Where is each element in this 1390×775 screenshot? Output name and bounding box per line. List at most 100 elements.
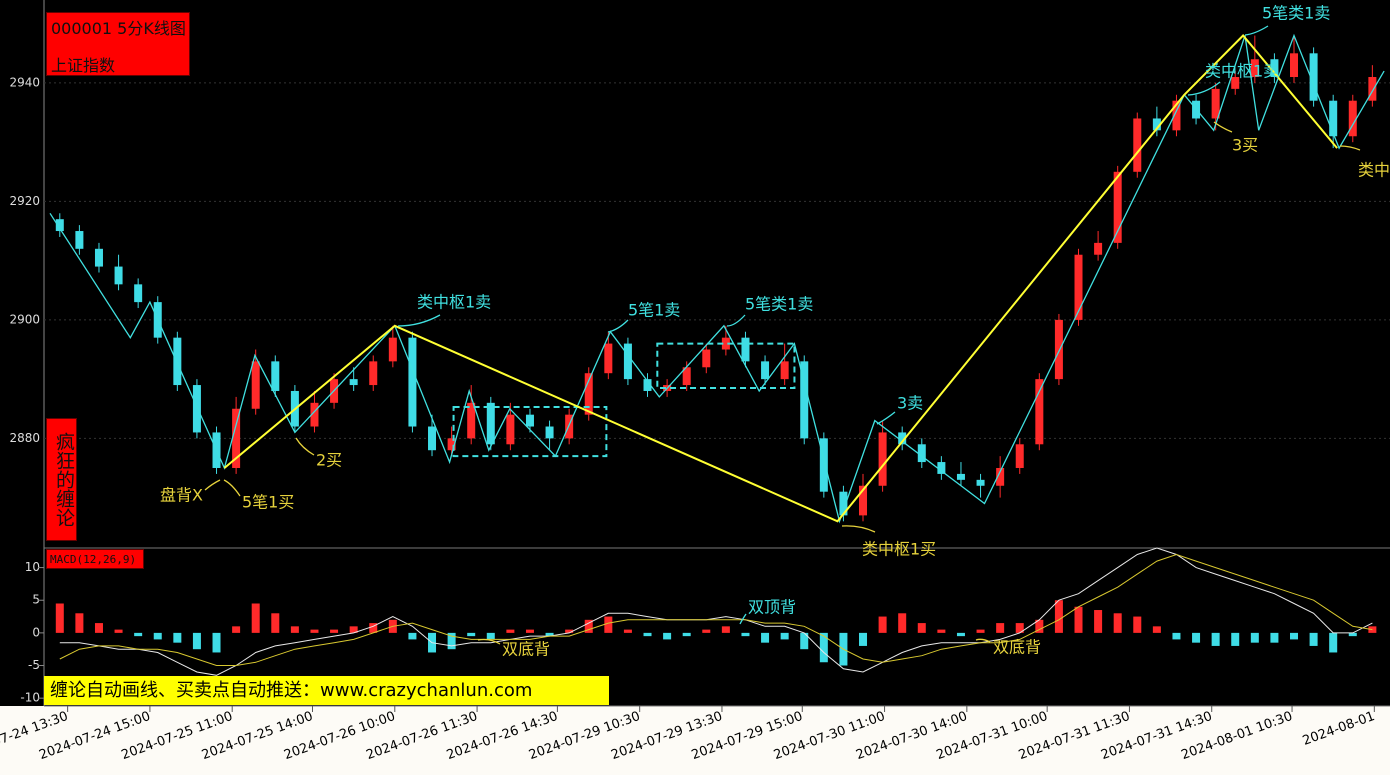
annotation: 双底背 <box>993 638 1041 657</box>
macd-bar <box>94 623 103 633</box>
macd-bar <box>369 623 378 633</box>
candle-body <box>1113 171 1122 243</box>
annotation: 类中枢1买 <box>862 540 936 559</box>
candle-body <box>702 349 711 368</box>
macd-bar <box>545 632 554 637</box>
candle-body <box>956 473 965 480</box>
candle-body <box>467 402 476 439</box>
candle-body <box>1348 100 1357 137</box>
macd-bar <box>1172 632 1181 640</box>
macd-bar <box>447 632 456 650</box>
candle-body <box>780 361 789 380</box>
annotation: 3买 <box>1232 136 1258 155</box>
macd-bar <box>310 629 319 633</box>
chart-subtitle: 上证指数 <box>51 56 116 75</box>
annotation-arrow <box>295 437 315 456</box>
macd-bar <box>1133 616 1142 633</box>
candle-body <box>1290 53 1299 78</box>
annotation-arrow <box>876 411 896 425</box>
macd-bar <box>114 629 123 633</box>
candle-body <box>584 373 593 415</box>
macd-bar <box>212 632 221 653</box>
candle-body <box>369 361 378 386</box>
annotation-arrow <box>1244 25 1269 36</box>
candle-body <box>604 343 613 374</box>
candle-body <box>839 491 848 516</box>
chart-title: 000001 5分K线图 <box>51 19 186 38</box>
annotation-arrow <box>477 638 501 645</box>
annotation: 类中枢1卖 <box>1205 62 1279 81</box>
macd-bar <box>232 626 241 633</box>
candle-body <box>1035 379 1044 445</box>
annotation: 2买 <box>316 451 342 470</box>
macd-bar <box>1309 632 1318 646</box>
macd-bar <box>192 632 201 650</box>
annotation-arrow <box>739 613 747 625</box>
annotation: 5笔类1卖 <box>745 295 813 314</box>
candle-body <box>1152 118 1161 131</box>
macd-bar <box>153 632 162 640</box>
annotation-arrow <box>1187 81 1221 96</box>
candle-body <box>486 402 495 445</box>
macd-bar <box>584 619 593 633</box>
y-tick-label: -10 <box>20 691 40 705</box>
candle-body <box>349 379 358 386</box>
y-tick-label: 2900 <box>9 312 40 326</box>
macd-bar <box>1113 613 1122 633</box>
macd-bar <box>761 632 770 643</box>
candle-body <box>114 266 123 285</box>
candle-body <box>1015 444 1024 468</box>
candle-body <box>192 385 201 433</box>
candle-body <box>1309 53 1318 101</box>
candle-body <box>976 479 985 486</box>
macd-bar <box>134 632 143 637</box>
macd-bar <box>721 626 730 633</box>
macd-bar <box>408 632 417 640</box>
macd-bar <box>780 632 789 640</box>
macd-line <box>59 553 1373 666</box>
macd-bar <box>623 629 632 633</box>
candle-body <box>1054 319 1063 380</box>
macd-bar <box>1054 600 1063 633</box>
macd-bar <box>1270 632 1279 643</box>
macd-bar <box>976 629 985 633</box>
candle-body <box>937 462 946 474</box>
annotation: 双底背 <box>502 640 550 659</box>
candle-body <box>819 438 828 492</box>
candle-body <box>800 361 809 439</box>
macd-bar <box>859 632 868 646</box>
macd-bar <box>173 632 182 643</box>
candle-body <box>232 408 241 468</box>
macd-bar <box>956 632 965 637</box>
macd-bar <box>1152 626 1161 633</box>
macd-bar <box>937 629 946 633</box>
macd-bar <box>1074 606 1083 633</box>
candle-body <box>859 485 868 516</box>
candle-body <box>1094 242 1103 255</box>
macd-bar <box>996 623 1005 633</box>
macd-bar <box>1211 632 1220 646</box>
macd-bar <box>682 632 691 637</box>
macd-bar <box>878 616 887 633</box>
candle-body <box>643 379 652 391</box>
candle-body <box>721 337 730 350</box>
candle-body <box>1368 77 1377 101</box>
y-tick-label: 5 <box>32 593 40 607</box>
annotation: 盘背X <box>160 486 203 505</box>
annotation: 类中枢1卖 <box>417 293 491 312</box>
macd-bar <box>1329 632 1338 653</box>
annotation-arrow <box>607 319 629 333</box>
macd-bar <box>663 632 672 640</box>
macd-bar <box>330 629 339 633</box>
candle-body <box>623 343 632 380</box>
candle-body <box>1074 254 1083 320</box>
candle-body <box>408 337 417 427</box>
annotation-arrow <box>726 314 746 327</box>
candle-body <box>1133 118 1142 172</box>
candle-body <box>761 361 770 380</box>
annotation-arrow <box>1213 121 1233 133</box>
macd-bar <box>702 629 711 633</box>
candle-body <box>1231 77 1240 89</box>
candle-body <box>898 432 907 445</box>
